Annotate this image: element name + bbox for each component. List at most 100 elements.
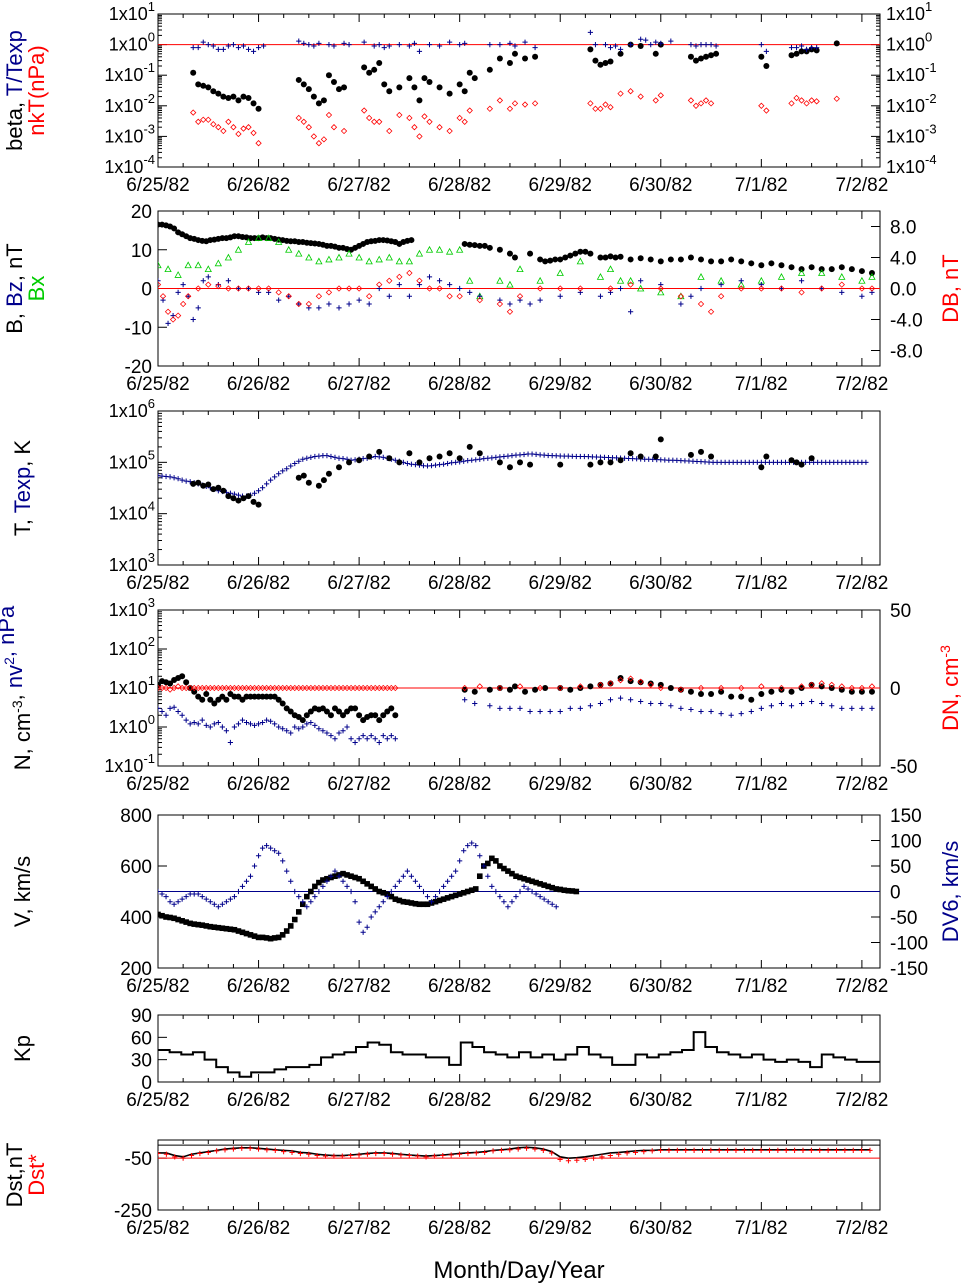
y-tick-label: 1x10-3 [104, 122, 155, 146]
data-point [435, 245, 444, 253]
data-point [657, 436, 664, 443]
y-tick-label: 20 [131, 202, 152, 223]
data-point [793, 94, 800, 102]
data-point [179, 918, 185, 924]
data-point [587, 683, 594, 690]
data-point [340, 712, 347, 719]
data-point [461, 684, 468, 692]
data-point [164, 265, 172, 273]
data-point [326, 42, 332, 48]
data-point [215, 124, 222, 131]
data-point [175, 476, 181, 482]
data-point [386, 43, 392, 49]
data-point [713, 50, 720, 57]
data-point [200, 39, 206, 45]
data-point [542, 258, 549, 265]
data-point [235, 130, 242, 138]
data-point [428, 463, 435, 469]
data-point [687, 97, 695, 104]
data-point [493, 454, 499, 460]
data-point [466, 443, 473, 450]
data-point [388, 705, 395, 712]
data-point [376, 118, 383, 125]
data-point [220, 487, 227, 494]
data-point [798, 685, 805, 691]
data-point [259, 485, 266, 491]
plot-frame [157, 13, 881, 168]
data-point [573, 888, 580, 895]
data-point [392, 712, 399, 719]
data-point [607, 285, 614, 292]
data-point [627, 675, 634, 682]
data-point [398, 1152, 404, 1158]
data-point [498, 1147, 505, 1153]
data-point [708, 453, 715, 460]
data-point [448, 893, 455, 900]
data-point [392, 457, 398, 463]
data-point [582, 248, 589, 255]
data-point [416, 133, 423, 140]
data-point [416, 277, 423, 284]
data-point [340, 878, 346, 884]
data-point [205, 116, 212, 123]
data-point [778, 262, 785, 269]
data-point [637, 43, 644, 50]
data-point [203, 923, 210, 929]
x-tick-label: 7/2/82 [835, 573, 888, 594]
data-point [376, 42, 382, 48]
data-point [557, 256, 564, 263]
data-point [587, 461, 594, 468]
data-point [702, 97, 710, 104]
data-point [462, 40, 468, 46]
data-point [691, 1147, 697, 1153]
data-point [506, 280, 514, 288]
data-point [471, 688, 478, 695]
data-point [356, 1152, 362, 1158]
data-point [456, 293, 463, 300]
y-axis-label: beta, T/Texp [2, 30, 27, 151]
data-point [788, 52, 795, 59]
data-point [641, 1149, 647, 1155]
data-point [376, 717, 383, 724]
data-point [587, 29, 593, 36]
data-point [190, 316, 196, 323]
data-point [404, 899, 411, 906]
data-point [361, 64, 368, 71]
data-point [490, 1148, 496, 1154]
data-point [260, 43, 267, 49]
data-point [167, 474, 173, 480]
data-point [692, 102, 700, 109]
data-point [386, 127, 393, 135]
data-point [652, 50, 659, 57]
data-point [295, 114, 302, 122]
data-point [411, 124, 418, 131]
data-point [356, 457, 363, 464]
data-point [416, 901, 423, 908]
data-point [703, 42, 709, 48]
data-point [247, 873, 254, 879]
data-point [814, 44, 820, 51]
data-point [547, 708, 553, 715]
x-tick-label: 6/30/82 [629, 573, 692, 594]
x-tick-label: 6/29/82 [529, 976, 592, 997]
data-point [517, 459, 524, 466]
data-point [758, 42, 764, 48]
data-point [576, 257, 585, 265]
data-point [738, 711, 744, 717]
data-point [768, 703, 774, 709]
data-point [666, 1147, 672, 1153]
y-tick-label: 1x104 [109, 499, 155, 523]
data-point [602, 60, 609, 67]
data-point [371, 43, 377, 49]
y-tick-label: 1x100 [109, 30, 155, 54]
data-point [300, 456, 306, 462]
data-point [185, 293, 192, 300]
x-tick-label: 6/27/82 [327, 774, 390, 795]
data-point [245, 124, 252, 131]
data-point [461, 118, 468, 125]
data-point [657, 285, 664, 292]
data-point [657, 92, 664, 99]
data-point [468, 887, 475, 894]
data-point [577, 683, 584, 690]
data-point [637, 255, 644, 262]
